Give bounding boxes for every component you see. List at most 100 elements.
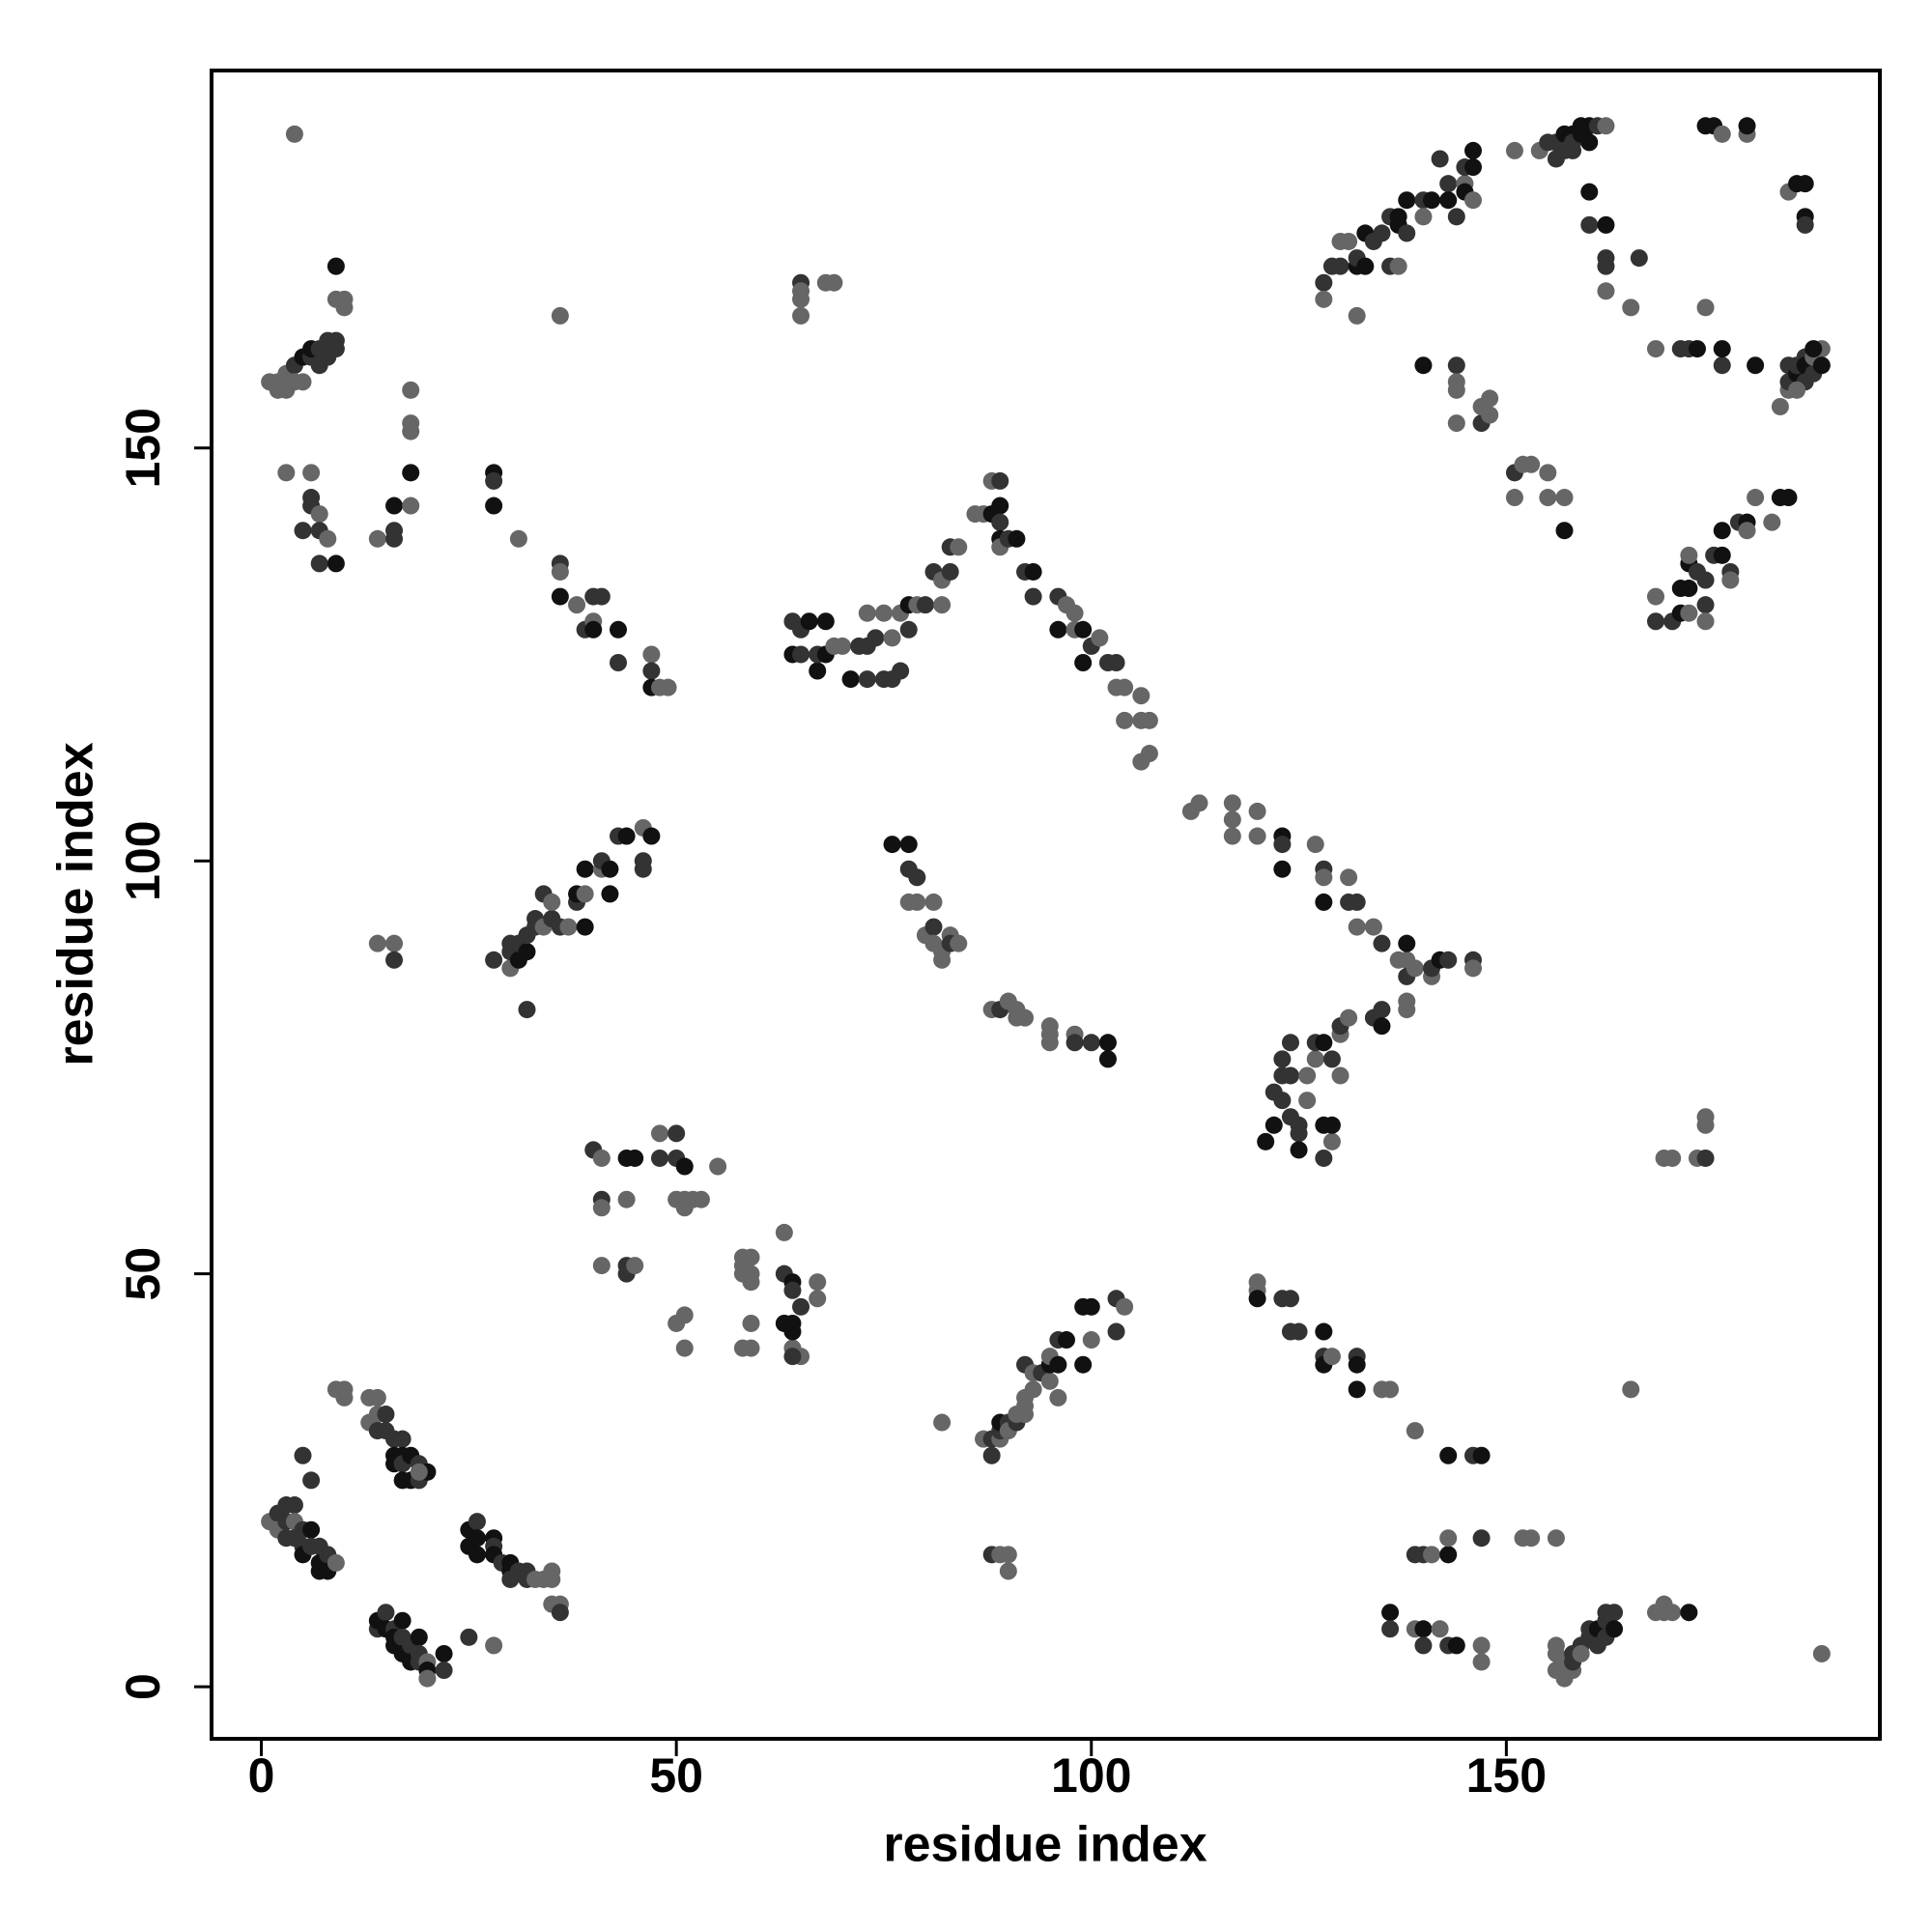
point <box>277 464 296 482</box>
point <box>775 1223 793 1241</box>
point <box>601 885 619 903</box>
point <box>1647 612 1665 631</box>
point <box>610 620 628 639</box>
point <box>410 1628 428 1646</box>
point <box>650 1149 668 1167</box>
point <box>1373 1001 1391 1019</box>
point <box>1680 546 1698 564</box>
point <box>1439 191 1458 210</box>
point <box>1447 414 1465 433</box>
point <box>1140 711 1158 729</box>
point <box>377 1406 395 1424</box>
point <box>327 257 345 275</box>
point <box>385 497 404 515</box>
point <box>1680 604 1698 622</box>
point <box>1696 1149 1715 1167</box>
point <box>1547 1636 1565 1655</box>
point <box>1580 133 1599 152</box>
point <box>642 827 661 845</box>
point <box>368 1388 386 1406</box>
point <box>1522 1529 1541 1548</box>
point <box>1439 1446 1458 1464</box>
y-tick-label: 100 <box>116 820 170 900</box>
point <box>468 1513 486 1531</box>
point <box>592 1257 611 1275</box>
point <box>1796 175 1814 193</box>
point <box>592 1149 611 1167</box>
point <box>1340 232 1358 250</box>
point <box>1597 282 1615 300</box>
point <box>1771 397 1789 415</box>
point <box>1373 224 1391 242</box>
point <box>1049 1355 1067 1374</box>
point <box>1696 571 1715 589</box>
point <box>1713 546 1731 564</box>
point <box>393 1430 412 1448</box>
point <box>1381 1620 1400 1638</box>
point <box>1040 1034 1059 1052</box>
y-tick-label: 50 <box>116 1247 170 1301</box>
point <box>1423 191 1441 210</box>
x-tick-label: 0 <box>248 1748 275 1803</box>
point <box>327 340 345 358</box>
point <box>924 893 943 911</box>
point <box>1779 489 1798 507</box>
point <box>742 1273 760 1292</box>
point <box>950 538 968 556</box>
point <box>809 662 827 680</box>
point <box>592 1199 611 1217</box>
point <box>999 1562 1017 1580</box>
point <box>1298 1066 1317 1085</box>
point <box>1098 1034 1117 1052</box>
point <box>1622 298 1640 317</box>
point <box>1439 175 1458 193</box>
point <box>1747 489 1765 507</box>
point <box>335 1388 354 1406</box>
y-tick-label: 150 <box>116 408 170 488</box>
point <box>485 1636 503 1655</box>
point <box>294 373 312 391</box>
point <box>310 554 328 573</box>
point <box>1024 562 1042 581</box>
point <box>385 951 404 969</box>
point <box>1555 522 1574 540</box>
point <box>1447 381 1465 399</box>
point <box>485 951 503 969</box>
point <box>1273 1050 1292 1068</box>
point <box>841 670 860 689</box>
point <box>1463 191 1482 210</box>
point <box>1439 1529 1458 1548</box>
point <box>1696 612 1715 631</box>
point <box>1065 604 1084 622</box>
point <box>1074 653 1093 671</box>
point <box>302 1471 321 1490</box>
point <box>1738 522 1756 540</box>
point <box>1406 1422 1424 1440</box>
point <box>1472 1446 1491 1464</box>
point <box>1555 489 1574 507</box>
point <box>1273 1092 1292 1110</box>
point <box>1463 158 1482 177</box>
point <box>1522 455 1541 473</box>
point <box>1082 1331 1100 1350</box>
point <box>1414 356 1433 375</box>
point <box>816 612 835 631</box>
point <box>294 522 312 540</box>
point <box>410 1463 428 1481</box>
point <box>485 497 503 515</box>
point <box>1747 356 1765 375</box>
point <box>435 1662 453 1680</box>
point <box>1223 827 1241 845</box>
point <box>1564 141 1582 159</box>
point <box>1190 794 1208 812</box>
point <box>783 1281 802 1299</box>
point <box>1273 860 1292 878</box>
point <box>1107 653 1125 671</box>
point <box>1680 580 1698 598</box>
point <box>1315 868 1333 887</box>
point <box>991 497 1009 515</box>
point <box>1024 587 1042 606</box>
x-axis-title: residue index <box>883 1817 1207 1873</box>
point <box>368 934 386 952</box>
point <box>1763 513 1781 531</box>
